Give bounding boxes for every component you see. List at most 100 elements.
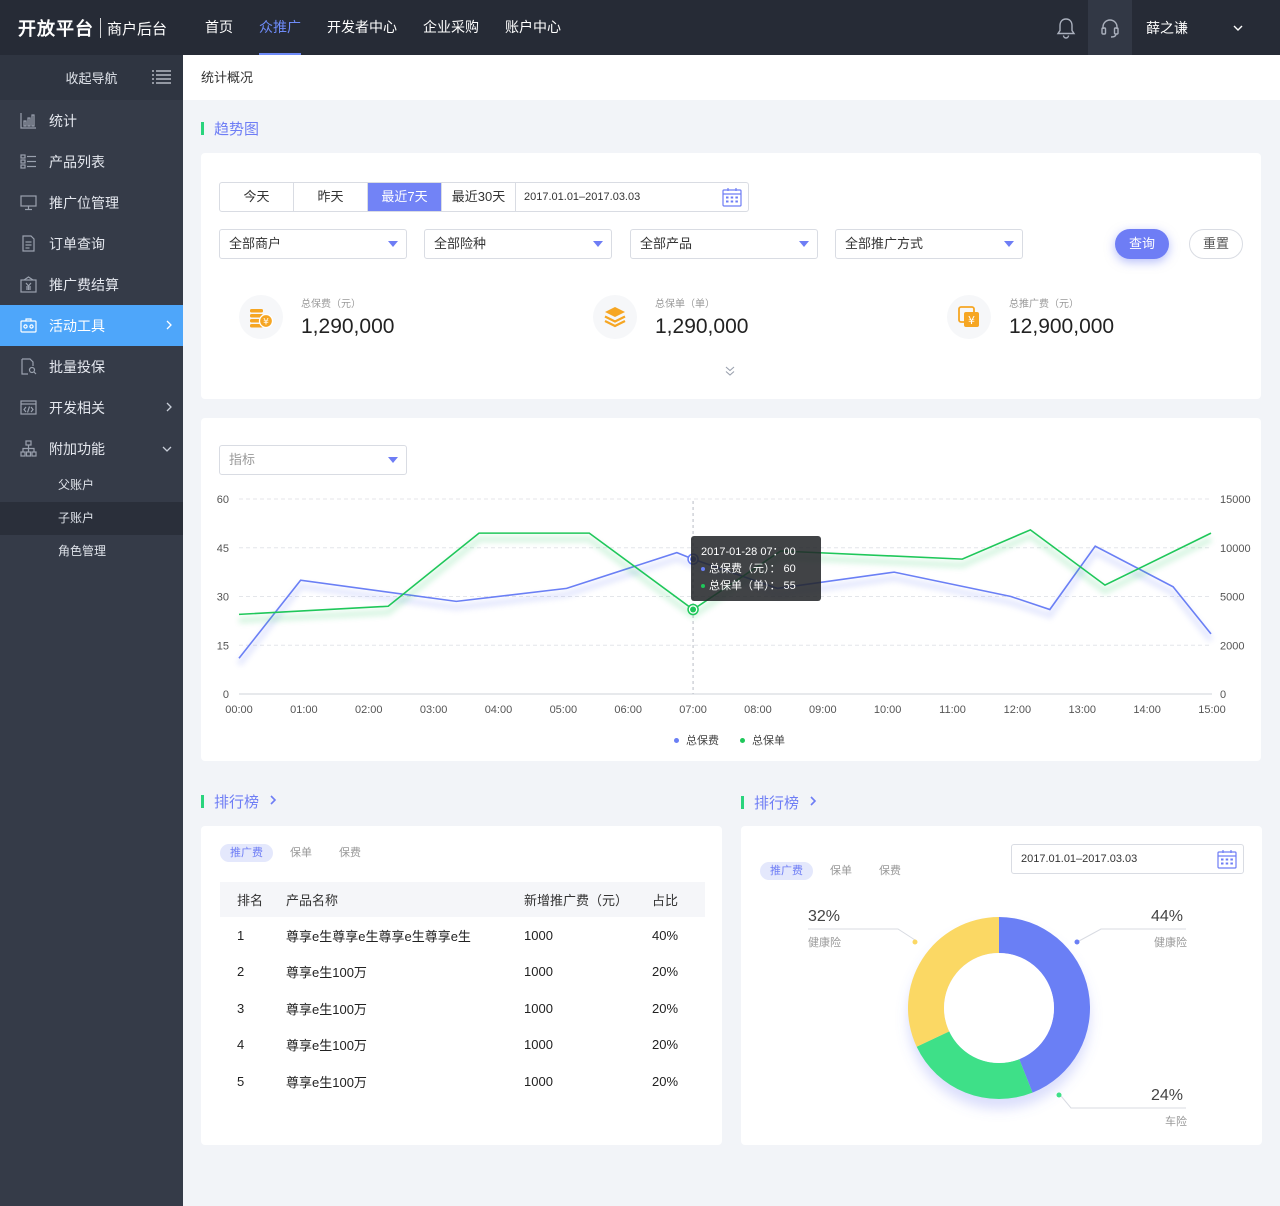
nav-developer[interactable]: 开发者中心 — [327, 19, 397, 35]
rank-tab-policy[interactable]: 保单 — [290, 847, 312, 859]
insurance-type-select[interactable]: 全部险种 — [424, 229, 612, 259]
table-row[interactable]: 4 尊享e生100万 1000 20% — [220, 1027, 705, 1064]
legend-label: 总保费 — [686, 735, 719, 747]
stat-label: 总保费（元） — [301, 299, 361, 310]
bell-icon[interactable] — [1044, 0, 1088, 55]
pie-date-range-input[interactable]: 2017.01.01–2017.03.03 — [1011, 844, 1244, 874]
sidebar-item-batch-insure[interactable]: 批量投保 — [0, 346, 183, 387]
y-tick-label: 15 — [217, 640, 229, 652]
tab-last30[interactable]: 最近30天 — [442, 183, 516, 211]
sidebar-item-settlement[interactable]: 推广费结算 — [0, 264, 183, 305]
calendar-icon[interactable] — [1217, 849, 1237, 880]
layers-icon — [593, 295, 637, 339]
rank-tab-premium[interactable]: 保费 — [879, 865, 901, 877]
rank-cell: 1 — [237, 927, 245, 943]
ratio-cell: 20% — [652, 1000, 679, 1016]
rank-tab-fee[interactable]: 推广费 — [220, 844, 273, 862]
svg-text:¥: ¥ — [968, 314, 975, 327]
sidebar-item-promo-slots[interactable]: 推广位管理 — [0, 182, 183, 223]
y2-tick-label: 0 — [1220, 689, 1226, 701]
nav-account[interactable]: 账户中心 — [505, 19, 561, 35]
table-row[interactable]: 5 尊享e生100万 1000 20% — [220, 1063, 705, 1100]
ranking2-section-title[interactable]: 排行榜 — [741, 792, 817, 813]
trend-title: 趋势图 — [214, 121, 260, 138]
sidebar-item-label: 产品列表 — [49, 153, 105, 170]
ranking-table: 排名 产品名称 新增推广费（元） 占比 1 尊享e生尊享e生尊享e生尊享e生 100… — [220, 882, 705, 1100]
sidebar-sub-parent-account[interactable]: 父账户 — [58, 478, 95, 492]
merchant-select[interactable]: 全部商户 — [219, 229, 407, 259]
x-tick-label: 12:00 — [1004, 704, 1032, 716]
nav-home[interactable]: 首页 — [205, 19, 233, 35]
username[interactable]: 薛之谦 — [1146, 19, 1188, 36]
fee-cell: 1000 — [524, 1000, 553, 1016]
stat-value: 1,290,000 — [655, 315, 749, 338]
donut-slice — [908, 917, 999, 1047]
y-tick-label: 60 — [217, 494, 229, 506]
table-row[interactable]: 3 尊享e生100万 1000 20% — [220, 990, 705, 1027]
x-tick-label: 15:00 — [1198, 704, 1226, 716]
brand-logo[interactable]: 开放平台 商户后台 — [18, 15, 167, 41]
query-button[interactable]: 查询 — [1115, 229, 1169, 259]
promo-method-select[interactable]: 全部推广方式 — [835, 229, 1023, 259]
column-header: 新增推广费（元） — [524, 882, 652, 917]
sidebar-sub-child-account[interactable]: 子账户 — [0, 502, 183, 535]
sidebar-item-activity-tools[interactable]: 活动工具 — [0, 305, 183, 346]
file-search-icon — [20, 358, 37, 375]
column-header: 占比 — [652, 882, 705, 917]
chevron-down-icon[interactable] — [1232, 20, 1244, 35]
leader-line — [1060, 1095, 1186, 1109]
code-icon — [20, 399, 37, 416]
reset-button[interactable]: 重置 — [1189, 229, 1243, 259]
rank-tab-fee[interactable]: 推广费 — [760, 862, 813, 880]
sidebar-item-dev[interactable]: 开发相关 — [0, 387, 183, 428]
sidebar-item-products[interactable]: 产品列表 — [0, 141, 183, 182]
sidebar-sub-roles[interactable]: 角色管理 — [58, 544, 107, 558]
rank-tab-premium[interactable]: 保费 — [339, 847, 361, 859]
y2-tick-label: 5000 — [1220, 592, 1244, 604]
nav-promotion[interactable]: 众推广 — [246, 0, 314, 55]
ranking-title: 排行榜 — [214, 794, 260, 811]
sidebar-item-label: 开发相关 — [49, 399, 105, 416]
nav-purchase[interactable]: 企业采购 — [423, 19, 479, 35]
sidebar-item-label: 附加功能 — [49, 440, 105, 457]
tooltip-policies: 总保单（单）： 55 — [701, 578, 821, 595]
date-range-input[interactable]: 2017.01.01–2017.03.03 — [516, 183, 748, 211]
sidebar: 收起导航 统计 产品列表 推广位管理 订单查询 推广费结算 活动工具 批量投保 … — [0, 55, 183, 1206]
tab-yesterday[interactable]: 昨天 — [294, 183, 368, 211]
rank-tab-policy[interactable]: 保单 — [830, 865, 852, 877]
sidebar-item-addons[interactable]: 附加功能 — [0, 428, 183, 469]
ratio-cell: 20% — [652, 1073, 679, 1089]
legend-premium[interactable]: 总保费 — [674, 732, 719, 748]
calendar-icon[interactable] — [722, 187, 742, 210]
merchant-select-value: 全部商户 — [229, 236, 282, 251]
sidebar-item-label: 订单查询 — [49, 235, 105, 252]
donut-slice — [916, 1031, 1033, 1099]
legend-policies[interactable]: 总保单 — [740, 732, 785, 748]
product-cell: 尊享e生尊享e生尊享e生尊享e生 — [286, 928, 471, 944]
table-row[interactable]: 2 尊享e生100万 1000 20% — [220, 954, 705, 991]
menu-icon[interactable] — [152, 70, 171, 87]
yuan-icon — [20, 276, 37, 293]
tab-today[interactable]: 今天 — [220, 183, 294, 211]
x-tick-label: 00:00 — [225, 704, 253, 716]
stat-total-policies: 总保单（单） 1,290,000 — [593, 295, 748, 339]
sidebar-item-statistics[interactable]: 统计 — [0, 100, 183, 141]
sidebar-item-orders[interactable]: 订单查询 — [0, 223, 183, 264]
y-tick-label: 30 — [217, 592, 229, 604]
x-tick-label: 14:00 — [1133, 704, 1161, 716]
trend-section-title: 趋势图 — [201, 118, 259, 139]
collapse-nav[interactable]: 收起导航 — [0, 55, 183, 100]
headset-icon[interactable] — [1088, 0, 1132, 55]
double-chevron-down-icon[interactable] — [723, 365, 737, 380]
leader-line — [808, 928, 916, 941]
document-icon — [20, 235, 37, 252]
x-tick-label: 06:00 — [614, 704, 642, 716]
ranking-section-title[interactable]: 排行榜 — [201, 791, 277, 812]
y2-tick-label: 2000 — [1220, 640, 1244, 652]
sidebar-item-label: 批量投保 — [49, 358, 105, 375]
tab-last7[interactable]: 最近7天 — [368, 183, 442, 211]
table-row[interactable]: 1 尊享e生尊享e生尊享e生尊享e生 1000 40% — [220, 917, 705, 954]
product-select[interactable]: 全部产品 — [630, 229, 818, 259]
metric-select[interactable]: 指标 — [219, 445, 407, 475]
bar-chart-icon — [20, 112, 37, 129]
